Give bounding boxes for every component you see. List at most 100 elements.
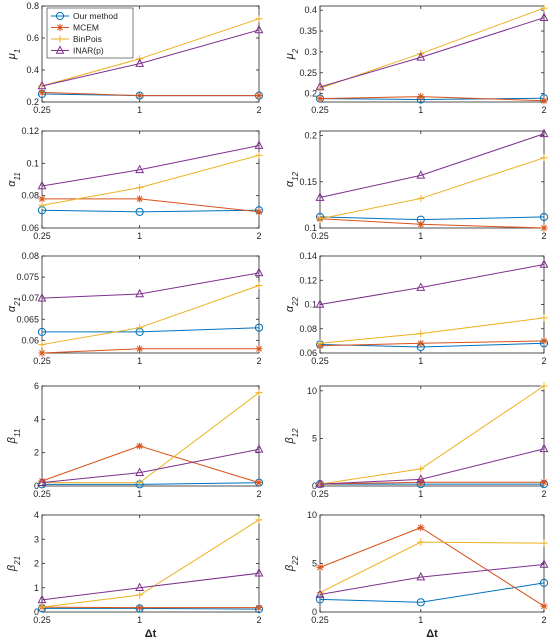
series-mcem: [316, 524, 548, 610]
chart-panel-8: 0 5 10 0.25 1 2 β12: [284, 382, 549, 499]
data-point: [255, 389, 263, 397]
y-tick-label: 0.1: [304, 223, 317, 233]
series-binpois: [38, 281, 263, 349]
data-point: [540, 154, 548, 162]
legend-marker: [55, 11, 65, 21]
series-mcem: [316, 215, 548, 232]
series-inar-p-: [315, 12, 549, 91]
data-point: [254, 267, 264, 277]
series-line: [41, 272, 260, 299]
y-tick-label: 0: [312, 481, 317, 491]
x-axis-label: Δt: [145, 628, 157, 640]
data-point: [136, 92, 144, 100]
data-point: [37, 477, 47, 486]
y-tick-label: 0.4: [304, 5, 317, 15]
y-tick-label: 10: [307, 386, 317, 396]
y-tick-label: 5: [312, 559, 317, 569]
y-axis-label: β22: [284, 555, 300, 572]
data-point: [254, 24, 264, 34]
data-point: [38, 88, 46, 96]
y-tick-label: 0.14: [299, 251, 317, 261]
x-tick-label: 1: [137, 615, 142, 625]
data-point: [417, 524, 425, 532]
data-point: [255, 604, 263, 612]
data-point: [136, 345, 144, 353]
series-binpois: [38, 151, 263, 209]
series-binpois: [316, 154, 548, 223]
series-inar-p-: [37, 568, 264, 604]
data-point: [37, 292, 47, 302]
x-tick-label: 0.25: [311, 231, 329, 241]
data-point: [37, 180, 47, 190]
series-line: [319, 216, 545, 221]
data-point: [315, 589, 325, 598]
y-tick-label: 0.25: [299, 68, 317, 78]
data-point: [416, 52, 426, 61]
y-tick-label: 0.35: [299, 26, 317, 36]
plot-frame: [41, 130, 260, 229]
x-tick-label: 0.25: [33, 231, 51, 241]
x-tick-label: 0.25: [311, 615, 329, 625]
legend-item: Our method: [51, 11, 118, 21]
y-axis-label: β11: [6, 429, 22, 445]
legend-label: INAR(p): [73, 46, 104, 56]
x-tick-label: 0.25: [311, 356, 329, 366]
x-tick-label: 2: [256, 615, 261, 625]
y-tick-label: 0.2: [26, 97, 39, 107]
y-tick-label: 0.2: [304, 131, 317, 141]
series-inar-p-: [37, 444, 264, 486]
data-point: [539, 259, 549, 268]
data-point: [417, 194, 425, 203]
data-point: [255, 281, 263, 290]
y-tick-label: 4: [34, 510, 39, 520]
x-tick-label: 1: [137, 231, 142, 241]
chart-panel-1: 0.2 0.4 0.6 0.8 0.25 1 2 μ1: [6, 1, 264, 115]
series-line: [319, 17, 545, 88]
y-tick-label: 0.15: [299, 177, 317, 187]
data-point: [255, 345, 263, 353]
y-tick-label: 6: [34, 381, 39, 391]
data-point: [417, 92, 425, 101]
y-axis-label: μ2: [284, 48, 300, 60]
series-line: [319, 133, 545, 199]
series-line: [42, 327, 260, 333]
series-mcem: [38, 88, 263, 100]
y-tick-label: 0: [34, 607, 39, 617]
y-tick-label: 5: [312, 433, 317, 443]
y-tick-label: 0.12: [299, 275, 317, 285]
y-tick-label: 3: [34, 534, 39, 544]
series-inar-p-: [315, 559, 549, 598]
x-axis-label: Δt: [426, 628, 438, 640]
y-tick-label: 0.2: [304, 89, 317, 99]
legend-item: INAR(p): [51, 45, 104, 56]
data-point: [315, 81, 325, 91]
x-tick-label: 1: [418, 489, 423, 499]
data-point: [136, 195, 144, 203]
x-tick-label: 1: [418, 231, 423, 241]
x-tick-label: 0.25: [311, 105, 329, 115]
y-tick-label: 0.08: [21, 251, 39, 261]
y-tick-label: 4: [34, 414, 39, 424]
data-point: [255, 479, 263, 487]
data-point: [136, 324, 144, 332]
x-tick-label: 0.25: [33, 489, 51, 499]
series-binpois: [316, 314, 548, 347]
chart-panel-9: 0 1 2 3 4 0.25 1 2 β21 Δt: [6, 510, 264, 640]
data-point: [135, 288, 145, 298]
data-point: [37, 594, 47, 604]
data-point: [540, 314, 548, 322]
y-tick-label: 0: [312, 607, 317, 617]
series-line: [319, 582, 545, 603]
y-axis-label: μ1: [6, 49, 22, 60]
data-point: [316, 563, 324, 571]
x-tick-label: 0.25: [311, 489, 329, 499]
y-axis-label: α21: [6, 297, 22, 312]
legend-label: MCEM: [73, 23, 99, 33]
x-tick-label: 2: [256, 489, 261, 499]
chart-panel-2: 0.2 0.25 0.3 0.35 0.4 0.25 1 2 μ2: [284, 4, 549, 115]
y-tick-label: 0: [34, 481, 39, 491]
data-point: [316, 95, 324, 103]
data-point: [417, 538, 425, 546]
x-tick-label: 2: [256, 105, 261, 115]
